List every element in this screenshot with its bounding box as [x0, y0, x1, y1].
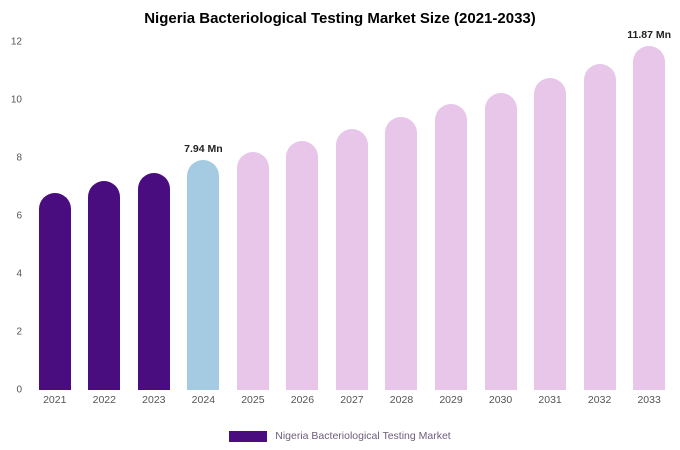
- bar-2027[interactable]: [335, 129, 368, 390]
- bar-area: [327, 42, 377, 390]
- bar-2022[interactable]: [88, 181, 121, 390]
- bar-area: [30, 42, 80, 390]
- y-tick-label: 2: [16, 326, 22, 338]
- x-tick-label: 2023: [142, 394, 166, 406]
- bar-area: [129, 42, 179, 390]
- x-tick-label: 2033: [637, 394, 661, 406]
- bar-2028[interactable]: [385, 117, 418, 390]
- bar-area: [80, 42, 130, 390]
- bar-2021[interactable]: [38, 192, 71, 390]
- x-tick-label: 2022: [92, 394, 116, 406]
- bar-column: 2030: [476, 42, 526, 410]
- bar-column: 2027: [327, 42, 377, 410]
- plot-area: 2021 2022 2023 7.94 Mn 2024 2025 2026 2027 2028 2…: [30, 29, 674, 410]
- bar-area: [476, 42, 526, 390]
- data-label-2033: 11.87 Mn: [627, 28, 672, 41]
- x-tick-label: 2027: [340, 394, 364, 406]
- x-tick-label: 2032: [587, 394, 612, 406]
- legend[interactable]: Nigeria Bacteriological Testing Market: [0, 430, 680, 442]
- bar-column: 2023: [129, 42, 179, 410]
- bar-2026[interactable]: [286, 140, 319, 390]
- bar-area: 11.87 Mn: [624, 29, 674, 390]
- bar-2025[interactable]: [236, 152, 269, 390]
- bar-column: 11.87 Mn 2033: [624, 29, 674, 410]
- bar-column: 2028: [377, 42, 427, 410]
- bar-area: [377, 42, 427, 390]
- bar-area: [575, 42, 625, 390]
- y-tick-label: 8: [16, 152, 22, 164]
- bar-2031[interactable]: [534, 78, 567, 390]
- data-label-2024: 7.94 Mn: [184, 142, 223, 155]
- bar-2030[interactable]: [484, 92, 517, 390]
- bar-area: [426, 42, 476, 390]
- y-tick-label: 10: [10, 94, 22, 106]
- bar-2024[interactable]: [187, 159, 220, 390]
- y-tick-label: 12: [10, 36, 22, 48]
- bar-2033[interactable]: [633, 45, 666, 390]
- legend-label: Nigeria Bacteriological Testing Market: [275, 430, 451, 442]
- x-tick-label: 2029: [439, 394, 463, 406]
- x-tick-label: 2031: [538, 394, 562, 406]
- y-tick-label: 4: [16, 268, 22, 280]
- x-tick-label: 2025: [241, 394, 265, 406]
- bar-column: 2032: [575, 42, 625, 410]
- bar-2032[interactable]: [583, 63, 616, 390]
- y-axis: 0 2 4 6 8 10 12: [0, 37, 24, 396]
- bar-column: 2021: [30, 42, 80, 410]
- bar-column: 2026: [278, 42, 328, 410]
- bar-column: 2029: [426, 42, 476, 410]
- bar-2029[interactable]: [435, 104, 468, 390]
- y-tick-label: 0: [16, 384, 22, 396]
- x-tick-label: 2026: [290, 394, 315, 406]
- x-tick-label: 2021: [43, 394, 67, 406]
- bar-area: 7.94 Mn: [179, 42, 229, 390]
- bar-area: [228, 42, 278, 390]
- bar-column: 2025: [228, 42, 278, 410]
- bar-2023[interactable]: [137, 172, 170, 390]
- bar-column: 2031: [525, 42, 575, 410]
- y-tick-label: 6: [16, 210, 22, 222]
- bar-area: [525, 42, 575, 390]
- bar-column: 7.94 Mn 2024: [179, 42, 229, 410]
- bar-column: 2022: [80, 42, 130, 410]
- chart-title: Nigeria Bacteriological Testing Market S…: [144, 10, 536, 27]
- x-tick-label: 2024: [191, 394, 216, 406]
- x-tick-label: 2030: [488, 394, 513, 406]
- legend-swatch: [229, 430, 268, 442]
- x-tick-label: 2028: [389, 394, 414, 406]
- bar-area: [278, 42, 328, 390]
